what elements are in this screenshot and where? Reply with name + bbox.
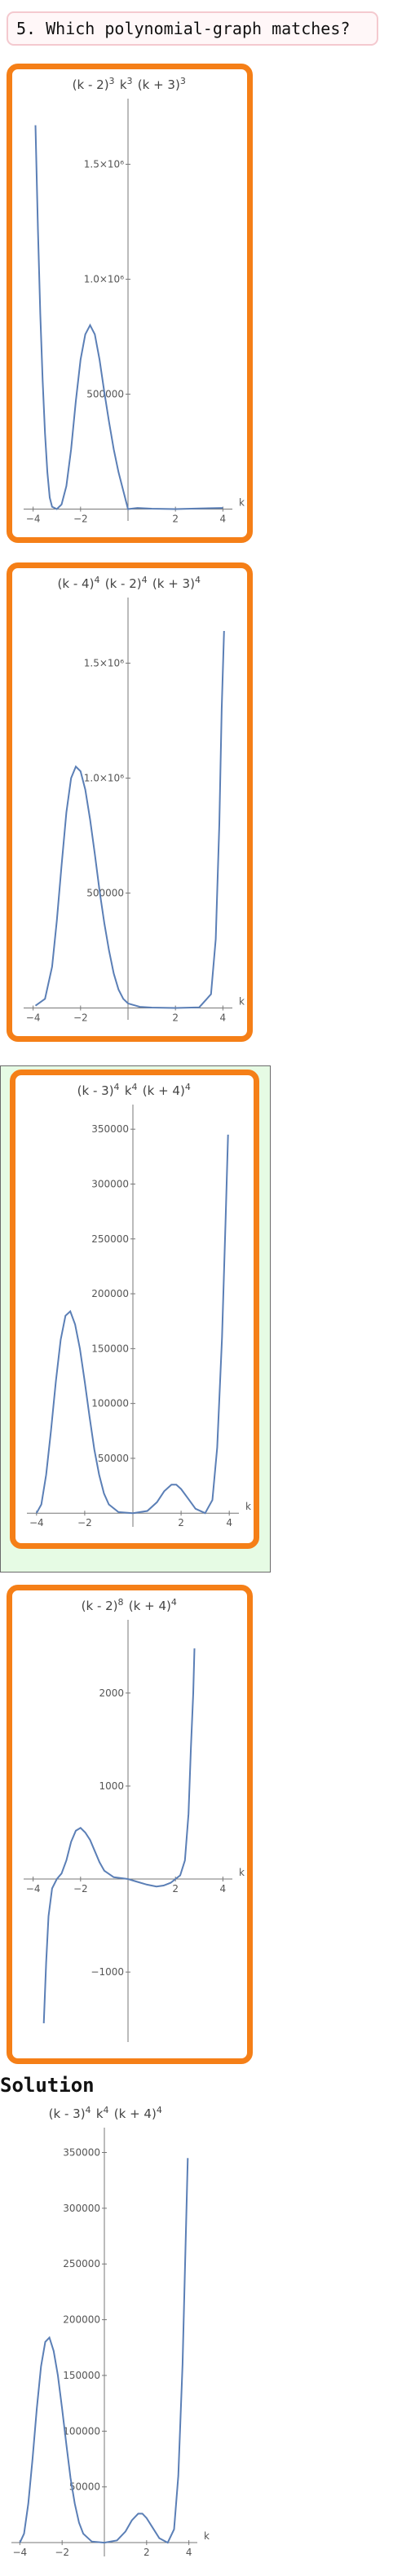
y-tick-label: 50000 [98,1453,129,1464]
solution-heading: Solution [0,2074,95,2097]
x-tick-label: 2 [172,514,179,525]
y-tick-label: 200000 [63,2314,100,2326]
x-tick-label: 4 [226,1517,232,1528]
y-tick-label: 100000 [91,1398,129,1409]
y-tick-label: 1.0×10⁶ [84,274,124,285]
y-tick-label: 200000 [91,1288,129,1299]
x-tick-label: 4 [220,1012,227,1024]
x-tick-label: −4 [29,1517,44,1528]
y-tick-label: 150000 [91,1343,129,1354]
x-tick-label: −4 [26,1883,41,1895]
x-tick-label: 4 [186,2547,192,2558]
chart-title: (k - 2)8 (k + 4)4 [82,1597,179,1613]
answer-option-2[interactable]: (k - 4)4 (k - 2)4 (k + 3)4 k −4 −2 2 4 500000… [7,562,253,1042]
x-tick-label: 2 [172,1883,179,1895]
x-tick-label: −2 [73,1883,88,1895]
y-tick-label: 250000 [63,2258,100,2269]
solution-chart-container: (k - 3)4 k4 (k + 4)4 k −4 −2 2 4 50000 100000 1… [0,2098,212,2573]
answer-option-4[interactable]: (k - 2)8 (k + 4)4 k −4 −2 2 4 −1000 1000 2000 [7,1585,253,2064]
chart-solution: (k - 3)4 k4 (k + 4)4 k −4 −2 2 4 50000 100000 1… [11,2105,210,2558]
x-axis-label: k [239,1867,245,1878]
chart-option-2: (k - 4)4 (k - 2)4 (k + 3)4 k −4 −2 2 4 500000… [24,575,245,1024]
x-tick-label: −4 [13,2547,28,2558]
answer-option-1[interactable]: (k - 2)3 k3 (k + 3)3 k −4 −2 2 4 500000 1.0×10… [7,64,253,543]
x-axis-label: k [204,2530,210,2542]
y-tick-label: 350000 [91,1123,129,1135]
x-tick-label: −2 [73,514,88,525]
x-tick-label: 2 [178,1517,184,1528]
y-tick-label: 1000 [99,1780,124,1792]
y-tick-label: 2000 [99,1687,124,1699]
x-axis-label: k [239,497,245,509]
x-tick-label: −4 [26,514,41,525]
x-tick-label: 2 [172,1012,179,1024]
y-tick-label: 150000 [63,2370,100,2381]
y-tick-label: 500000 [86,888,124,899]
chart-option-4: (k - 2)8 (k + 4)4 k −4 −2 2 4 −1000 1000 2000 [24,1597,245,2042]
series-line [35,1134,229,1515]
x-tick-label: −2 [55,2547,69,2558]
chart-title: (k - 3)4 k4 (k + 4)4 [49,2105,164,2121]
chart-title: (k - 4)4 (k - 2)4 (k + 3)4 [58,575,202,591]
y-tick-label: 300000 [63,2203,100,2214]
y-tick-label: 1.5×10⁶ [84,159,124,170]
series-line [42,1648,196,2023]
x-tick-label: 4 [220,514,227,525]
y-tick-label: 1.5×10⁶ [84,658,124,669]
question-prompt: 5. Which polynomial-graph matches? [7,11,378,46]
y-tick-label: 50000 [69,2481,100,2493]
x-tick-label: 4 [220,1883,227,1895]
y-tick-label: 300000 [91,1178,129,1189]
y-tick-label: 350000 [63,2147,100,2159]
x-tick-label: −2 [73,1012,88,1024]
answer-option-3[interactable]: (k - 3)4 k4 (k + 4)4 k −4 −2 2 4 50000 100000 1… [10,1070,259,1549]
x-tick-label: 2 [144,2547,150,2558]
chart-option-3: (k - 3)4 k4 (k + 4)4 k −4 −2 2 4 50000 100000 1… [27,1082,251,1528]
chart-option-1: (k - 2)3 k3 (k + 3)3 k−4 −2 2 45000001.0×10… [24,76,245,525]
series-line [34,630,225,1009]
y-tick-label: 100000 [63,2425,100,2437]
x-tick-label: −4 [26,1012,41,1024]
x-tick-label: −2 [77,1517,92,1528]
chart-title: (k - 3)4 k4 (k + 4)4 [77,1082,192,1098]
x-axis-label: k [245,1501,251,1512]
y-tick-label: 1.0×10⁶ [84,773,124,784]
y-tick-label: −1000 [91,1966,124,1978]
x-axis-label: k [239,996,245,1008]
chart-title: (k - 2)3 k3 (k + 3)3 [73,76,188,92]
series-line [19,2158,189,2544]
y-tick-label: 250000 [91,1233,129,1245]
series-line [34,125,223,510]
